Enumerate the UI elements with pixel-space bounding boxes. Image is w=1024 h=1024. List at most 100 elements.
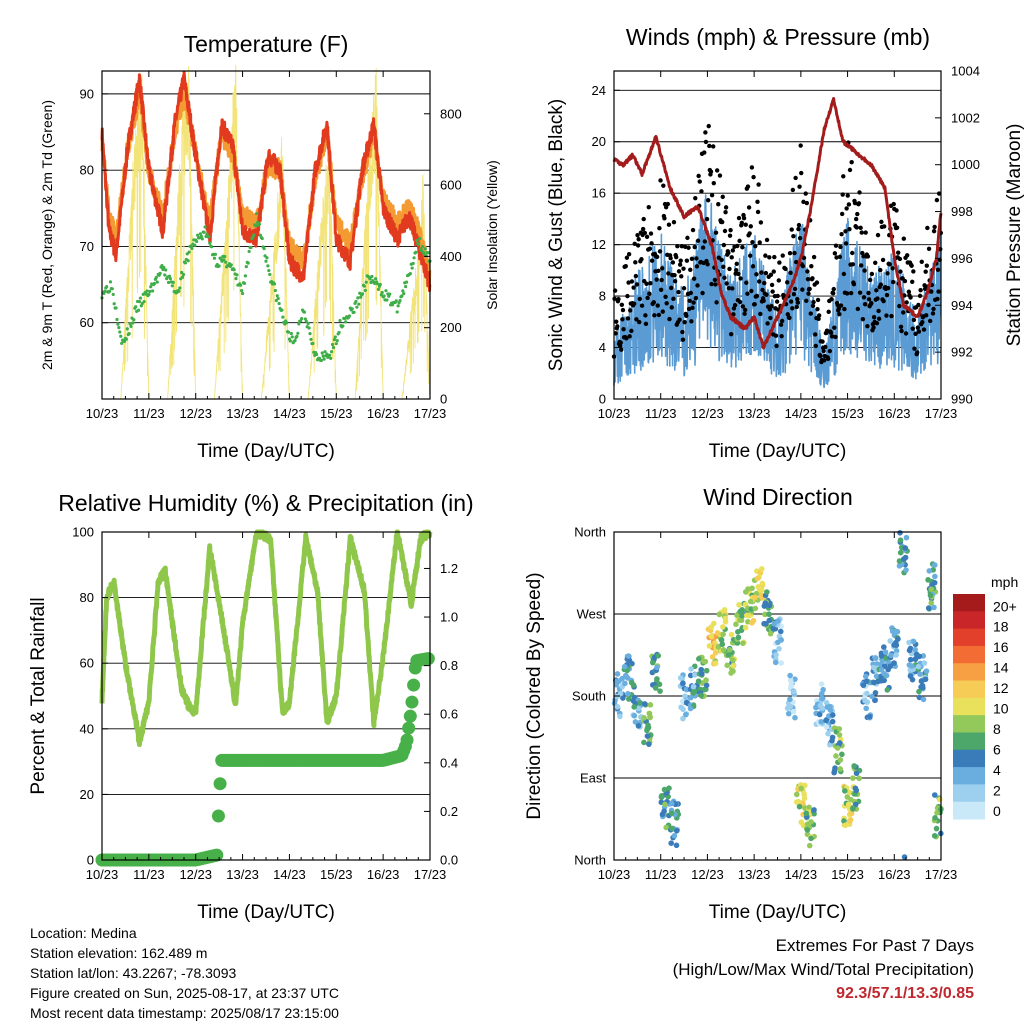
direction-point [850, 775, 856, 781]
gust-point [657, 249, 663, 254]
temperature-x-tick-label: 15/23 [320, 406, 353, 421]
winds-pressure-x-axis-label: Time (Day/UTC) [709, 441, 847, 462]
gust-point [686, 306, 692, 312]
dewpoint-point [171, 280, 175, 285]
gust-point [767, 255, 772, 260]
gust-point [779, 333, 784, 339]
direction-point [682, 693, 688, 699]
direction-point [820, 686, 826, 693]
direction-point [657, 688, 663, 694]
dewpoint-point [404, 284, 408, 289]
gust-point [723, 209, 728, 215]
gust-point [867, 277, 873, 283]
gust-point [672, 273, 677, 278]
dewpoint-point [398, 299, 402, 303]
gust-point [833, 243, 839, 248]
direction-point [921, 660, 928, 666]
dewpoint-point [125, 327, 129, 331]
gust-point [861, 295, 867, 300]
direction-point [831, 769, 837, 776]
gust-point [629, 328, 634, 334]
gust-point [703, 130, 708, 135]
gust-point [688, 267, 693, 273]
gust-point [919, 259, 924, 264]
dewpoint-point [107, 289, 112, 293]
direction-point [647, 702, 654, 708]
gust-point [642, 230, 648, 236]
gust-point [643, 321, 649, 326]
dewpoint-point [360, 292, 365, 296]
direction-point [909, 663, 915, 669]
gust-point [730, 248, 736, 253]
dewpoint-point [385, 298, 389, 302]
gust-point [831, 286, 836, 292]
dewpoint-point [304, 319, 308, 323]
direction-point [893, 648, 900, 654]
gust-point [722, 275, 727, 280]
gust-point [726, 250, 731, 256]
direction-point [632, 719, 639, 725]
direction-point [872, 655, 879, 662]
direction-point [709, 654, 716, 660]
wind-direction-plot-area [611, 529, 944, 860]
direction-point [903, 567, 909, 573]
gust-point [764, 292, 769, 297]
direction-point [910, 638, 917, 645]
dewpoint-point [199, 234, 203, 238]
gust-point [753, 244, 758, 249]
gust-point [700, 245, 706, 250]
gust-point [823, 344, 828, 350]
winds-pressure-y2-tick-label: 1002 [951, 110, 980, 125]
dewpoint-point [334, 342, 338, 346]
direction-point [698, 692, 704, 699]
gust-point [815, 307, 820, 312]
direction-point [846, 789, 853, 796]
gust-point [807, 286, 812, 292]
speed-legend-swatch [953, 715, 985, 733]
gust-point [808, 311, 813, 316]
humidity-precip-x-tick-label: 14/23 [273, 867, 306, 882]
dewpoint-point [242, 281, 247, 286]
gust-point [635, 232, 640, 238]
direction-point [624, 675, 631, 681]
dewpoint-point [138, 296, 143, 300]
winds-pressure-y-tick-label: 4 [599, 340, 606, 355]
dewpoint-point [355, 305, 359, 309]
dewpoint-point [119, 334, 123, 338]
dewpoint-point [149, 285, 153, 289]
gust-point [879, 219, 884, 225]
dewpoint-point [295, 334, 299, 338]
gust-point [834, 255, 839, 260]
gust-point [824, 328, 830, 333]
gust-point [887, 262, 893, 267]
direction-point [703, 677, 709, 683]
gust-point [829, 296, 834, 302]
direction-point [823, 724, 830, 730]
gust-point [880, 257, 886, 263]
direction-point [872, 697, 878, 704]
gust-point [800, 287, 805, 292]
dewpoint-point [186, 259, 190, 263]
gust-point [686, 245, 691, 250]
direction-point [931, 832, 938, 839]
humidity-precip-x-tick-label: 12/23 [179, 867, 212, 882]
gust-point [790, 187, 796, 193]
gust-point [763, 253, 768, 258]
dewpoint-point [145, 289, 149, 293]
humidity-precip-y2-tick-label: 1.0 [440, 610, 458, 625]
dewpoint-point [128, 322, 132, 326]
direction-point [767, 630, 774, 637]
gust-point [776, 278, 782, 283]
direction-point [703, 682, 710, 689]
gust-point [862, 268, 867, 273]
direction-point [668, 800, 675, 807]
gust-point [684, 313, 689, 318]
winds-pressure-x-tick-label: 11/23 [645, 406, 677, 421]
gust-point [703, 139, 709, 145]
direction-point [881, 644, 887, 650]
gust-point [667, 316, 672, 322]
gust-point [632, 241, 637, 247]
dewpoint-point [222, 258, 226, 262]
gust-point [634, 282, 640, 287]
dewpoint-point [136, 308, 141, 312]
